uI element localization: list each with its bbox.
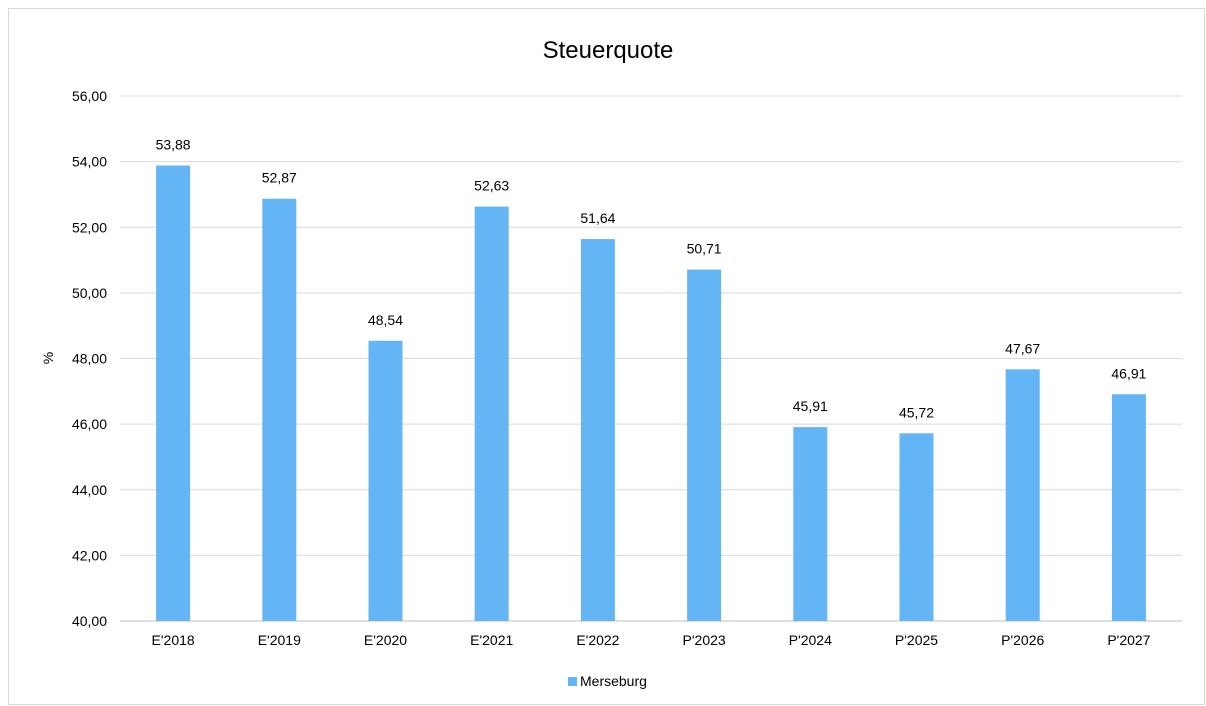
x-axis-ticks: E'2018 E'2019 E'2020 E'2021 E'2022 P'2023 P'20… (152, 632, 1151, 648)
chart-title: Steuerquote (543, 37, 674, 64)
bar (1005, 369, 1040, 621)
bar (262, 198, 297, 621)
data-label: 50,71 (687, 241, 722, 257)
legend-label-merseburg: Merseburg (580, 673, 647, 689)
x-tick-label: P'2025 (895, 632, 938, 648)
data-label: 45,91 (793, 398, 828, 414)
y-tick-label: 42,00 (72, 547, 107, 563)
y-tick-label: 46,00 (72, 416, 107, 432)
data-label: 51,64 (580, 210, 615, 226)
data-label: 45,72 (899, 404, 934, 420)
bar (1111, 394, 1146, 621)
bar (580, 239, 615, 621)
x-tick-label: P'2024 (789, 632, 832, 648)
x-tick-label: E'2019 (258, 632, 301, 648)
y-axis-ticks: 40,00 42,00 44,00 46,00 48,00 50,00 52,00 54,00… (72, 88, 107, 629)
data-label: 48,54 (368, 312, 403, 328)
x-tick-label: P'2026 (1001, 632, 1044, 648)
data-label: 46,91 (1111, 365, 1146, 381)
y-axis-label: % (40, 352, 56, 364)
legend-swatch-merseburg (568, 677, 577, 686)
y-tick-label: 50,00 (72, 285, 107, 301)
y-tick-label: 40,00 (72, 613, 107, 629)
data-label: 53,88 (156, 137, 191, 153)
bar (474, 206, 509, 621)
x-tick-label: P'2023 (683, 632, 726, 648)
x-tick-label: E'2022 (576, 632, 619, 648)
y-tick-label: 54,00 (72, 154, 107, 170)
y-tick-label: 52,00 (72, 219, 107, 235)
data-label: 52,63 (474, 178, 509, 194)
bars (156, 165, 1146, 621)
bar (368, 340, 403, 621)
x-tick-label: E'2021 (470, 632, 513, 648)
bar (687, 269, 722, 621)
gridlines (120, 95, 1182, 622)
x-tick-label: E'2020 (364, 632, 407, 648)
y-tick-label: 56,00 (72, 88, 107, 104)
data-label: 47,67 (1005, 340, 1040, 356)
bar (793, 427, 828, 621)
x-tick-label: E'2018 (152, 632, 195, 648)
y-tick-label: 48,00 (72, 351, 107, 367)
bar (899, 433, 934, 621)
y-tick-label: 44,00 (72, 482, 107, 498)
data-label: 52,87 (262, 170, 297, 186)
x-tick-label: P'2027 (1107, 632, 1150, 648)
legend: Merseburg (568, 673, 647, 689)
bar (156, 165, 191, 621)
data-labels: 53,88 52,87 48,54 52,63 51,64 50,71 45,91 45,72… (156, 137, 1147, 421)
